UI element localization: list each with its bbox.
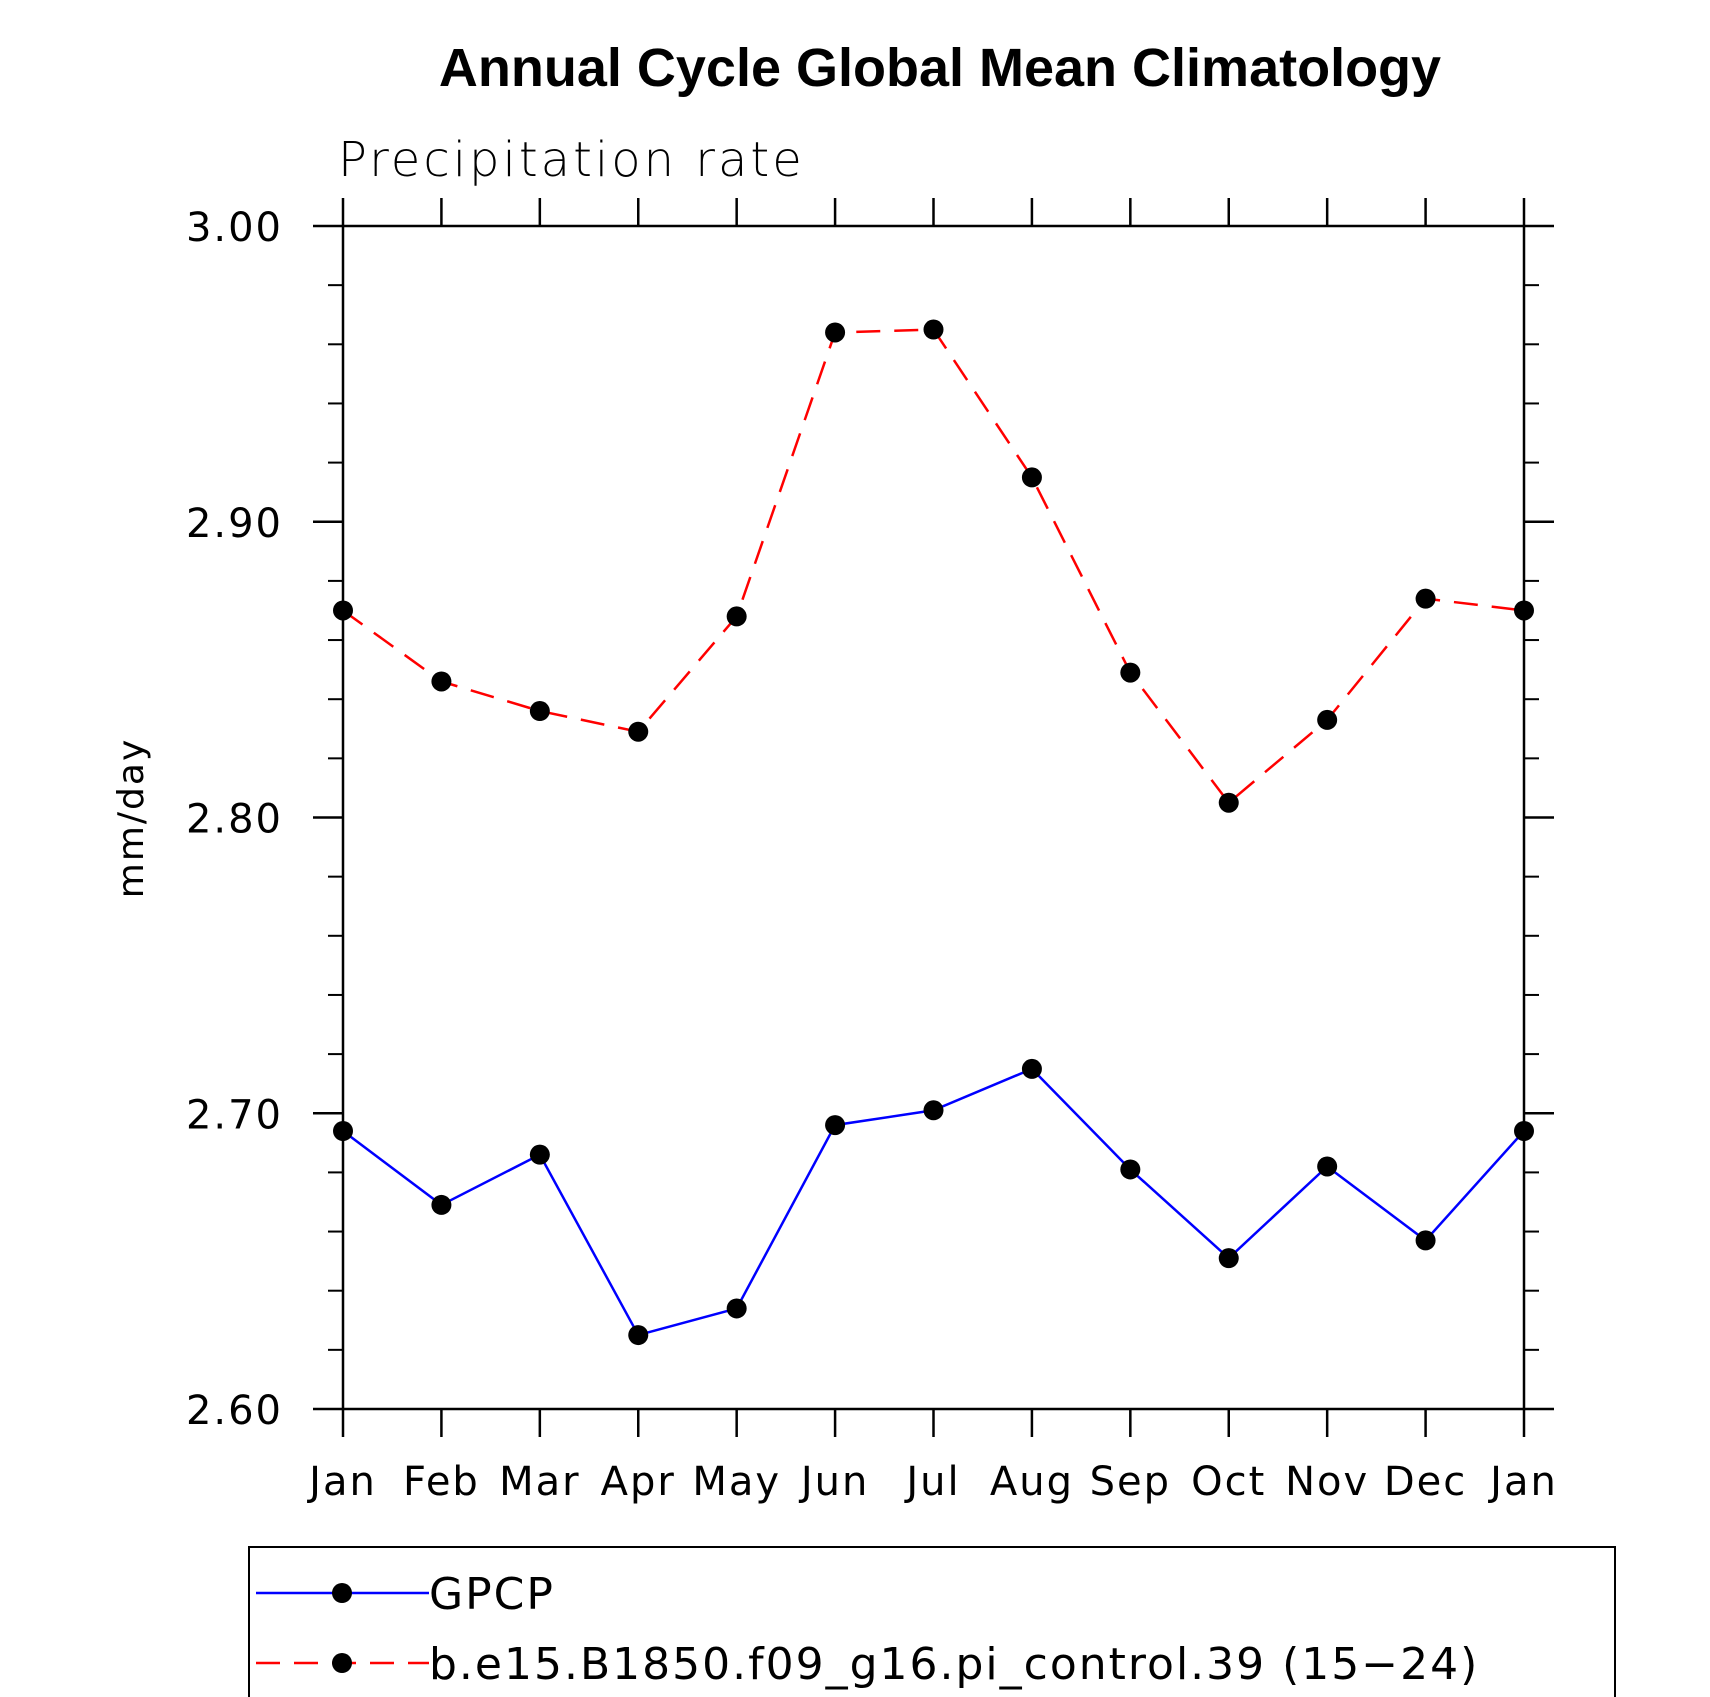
data-point-1: [923, 319, 944, 340]
y-tick-label: 2.90: [186, 501, 283, 547]
y-tick-label: 3.00: [186, 205, 283, 251]
x-tick-label: Jun: [798, 1459, 870, 1505]
y-tick-label: 2.60: [186, 1388, 283, 1434]
data-point-1: [1021, 467, 1042, 488]
x-tick-label: Sep: [1090, 1459, 1171, 1505]
data-point-0: [923, 1100, 944, 1121]
x-tick-label: Mar: [499, 1459, 580, 1505]
data-point-1: [1415, 588, 1436, 609]
data-point-0: [1218, 1248, 1239, 1269]
series-line-1: [342, 328, 1525, 805]
x-tick-label: Jan: [1487, 1459, 1558, 1505]
x-tick-label: May: [692, 1459, 781, 1505]
data-point-1: [726, 606, 747, 627]
data-point-1: [825, 322, 846, 343]
y-axis-label: mm/day: [111, 738, 152, 898]
data-point-1: [1218, 792, 1239, 813]
data-point-0: [333, 1120, 353, 1141]
chart-title: Annual Cycle Global Mean Climatology: [439, 38, 1441, 98]
x-tick-label: Aug: [990, 1459, 1074, 1505]
legend-label-model: b.e15.B1850.f09_g16.pi_control.39 (15−24…: [429, 1639, 1479, 1690]
data-point-0: [1317, 1156, 1338, 1177]
plot-frame: [341, 224, 1526, 1411]
data-point-1: [628, 721, 649, 742]
data-point-0: [1021, 1058, 1042, 1079]
data-point-0: [1415, 1230, 1436, 1251]
y-tick-label: 2.70: [186, 1092, 283, 1138]
y-tick-label: 2.80: [186, 797, 283, 843]
legend-label-gpcp: GPCP: [429, 1569, 555, 1620]
x-tick-label: Nov: [1285, 1459, 1369, 1505]
data-point-0: [628, 1325, 649, 1346]
data-point-0: [825, 1115, 846, 1136]
x-tick-label: Dec: [1384, 1459, 1467, 1505]
data-point-0: [1120, 1159, 1141, 1180]
legend-marker-model: [332, 1653, 352, 1673]
legend-marker-gpcp: [332, 1583, 352, 1603]
legend-box: [248, 1546, 1616, 1697]
x-tick-label: Jan: [306, 1459, 377, 1505]
data-point-0: [529, 1144, 550, 1165]
data-point-1: [1514, 600, 1534, 621]
x-tick-label: Apr: [601, 1459, 676, 1505]
data-point-0: [431, 1194, 452, 1215]
x-tick-label: Jul: [903, 1459, 960, 1505]
data-point-1: [529, 701, 550, 722]
x-tick-label: Feb: [403, 1459, 480, 1505]
axes: Jan Feb Mar Apr May Jun Jul Aug Sep Oct Nov Dec Jan 2…: [186, 198, 1558, 1505]
data-point-1: [1120, 662, 1141, 683]
data-point-1: [431, 671, 452, 692]
data-point-0: [1514, 1120, 1534, 1141]
data-point-1: [1317, 709, 1338, 730]
series-layer: [333, 319, 1534, 1346]
data-point-0: [726, 1298, 747, 1319]
chart-subtitle: Precipitation rate: [338, 132, 805, 188]
data-point-1: [333, 600, 353, 621]
x-tick-label: Oct: [1191, 1459, 1266, 1505]
legend: GPCP b.e15.B1850.f09_g16.pi_control.39 (…: [248, 1546, 1616, 1697]
